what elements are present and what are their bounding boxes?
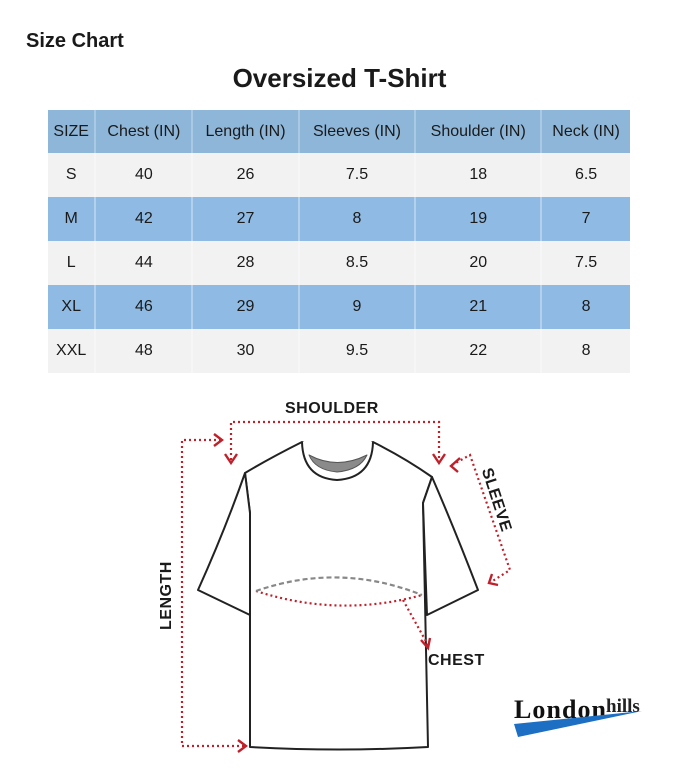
- length-label: LENGTH: [158, 561, 175, 630]
- table-cell: 48: [95, 329, 194, 373]
- table-cell: 29: [192, 285, 300, 329]
- tshirt-left-sleeve: [197, 472, 251, 616]
- table-cell: 30: [192, 329, 300, 373]
- table-cell: 21: [415, 285, 543, 329]
- table-cell: 19: [415, 197, 543, 241]
- shoulder-label: SHOULDER: [285, 400, 379, 417]
- chest-pointer-line: [402, 599, 429, 646]
- tshirt-collar: [301, 441, 374, 481]
- column-header: Sleeves (IN): [298, 110, 417, 153]
- table-cell: 6.5: [541, 153, 630, 197]
- size-table: SIZE Chest (IN) Length (IN) Sleeves (IN)…: [48, 110, 630, 373]
- table-cell: 27: [192, 197, 300, 241]
- table-cell: 44: [95, 241, 194, 285]
- column-header: Length (IN): [192, 110, 300, 153]
- table-cell: 26: [192, 153, 300, 197]
- table-row: S 40 26 7.5 18 6.5: [48, 153, 630, 197]
- tshirt-right-sleeve: [422, 476, 479, 616]
- table-cell: 7.5: [298, 153, 417, 197]
- table-cell: 7: [541, 197, 630, 241]
- chest-label: CHEST: [428, 652, 485, 669]
- table-cell: L: [48, 241, 97, 285]
- table-cell: 8.5: [298, 241, 417, 285]
- column-header: Chest (IN): [95, 110, 194, 153]
- chest-measure-front: [255, 589, 423, 607]
- arrow-icon: [449, 457, 461, 473]
- table-cell: 7.5: [541, 241, 630, 285]
- column-header: Shoulder (IN): [415, 110, 543, 153]
- arrow-icon: [432, 453, 446, 466]
- tshirt-body: [244, 441, 433, 751]
- arrow-icon: [224, 453, 238, 466]
- table-cell: 46: [95, 285, 194, 329]
- table-row: M 42 27 8 19 7: [48, 197, 630, 241]
- table-cell: S: [48, 153, 97, 197]
- column-header: SIZE: [48, 110, 97, 153]
- arrow-icon: [487, 573, 499, 587]
- logo: London hills: [514, 695, 642, 737]
- table-cell: XL: [48, 285, 97, 329]
- table-cell: 18: [415, 153, 543, 197]
- table-cell: 42: [95, 197, 194, 241]
- table-cell: 9: [298, 285, 417, 329]
- column-header: Neck (IN): [541, 110, 630, 153]
- size-chart-label: Size Chart: [26, 30, 124, 52]
- table-cell: 40: [95, 153, 194, 197]
- table-header-row: SIZE Chest (IN) Length (IN) Sleeves (IN)…: [48, 110, 630, 153]
- table-row: XL 46 29 9 21 8: [48, 285, 630, 329]
- table-cell: 9.5: [298, 329, 417, 373]
- table-row: L 44 28 8.5 20 7.5: [48, 241, 630, 285]
- shoulder-measure-line: [229, 420, 441, 460]
- sleeve-measure-line: [451, 453, 512, 583]
- table-cell: 8: [541, 285, 630, 329]
- table-cell: 8: [541, 329, 630, 373]
- table-cell: 8: [298, 197, 417, 241]
- arrow-icon: [237, 739, 248, 753]
- table-cell: XXL: [48, 329, 97, 373]
- svg-text:hills: hills: [606, 696, 640, 717]
- table-cell: 20: [415, 241, 543, 285]
- table-cell: 22: [415, 329, 543, 373]
- arrow-icon: [213, 433, 224, 447]
- page-title: Oversized T-Shirt: [232, 63, 447, 93]
- table-row: XXL 48 30 9.5 22 8: [48, 329, 630, 373]
- arrow-icon: [420, 637, 432, 651]
- table-cell: M: [48, 197, 97, 241]
- length-measure-line: [180, 438, 245, 748]
- table-cell: 28: [192, 241, 300, 285]
